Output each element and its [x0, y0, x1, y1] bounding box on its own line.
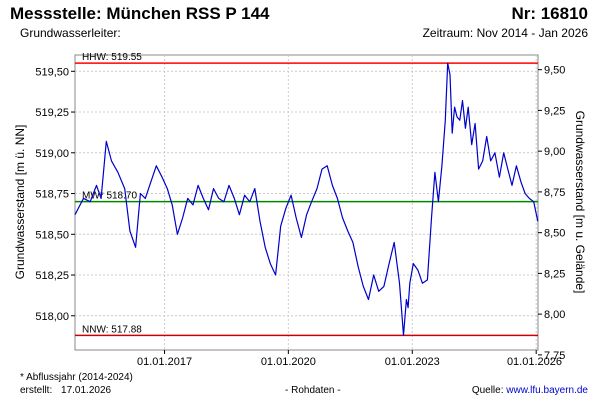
- y2-tick-label: 9,50: [544, 65, 565, 77]
- grid-lines: [75, 55, 538, 350]
- created-label: erstellt:: [20, 385, 53, 396]
- plot-area: [74, 54, 539, 351]
- y-tick-label: 519,00: [35, 148, 69, 160]
- x-tick-label: 01.01.2026: [507, 356, 562, 368]
- y-tick-label: 518,00: [35, 311, 69, 323]
- y-axis-label-left: Grundwasserstand [m ü. NN]: [13, 125, 27, 280]
- hhw-label: HHW: 519.55: [82, 52, 142, 63]
- series-line: [74, 62, 539, 336]
- y2-tick-label: 8,25: [544, 268, 565, 280]
- y-tick-label: 519,25: [35, 107, 69, 119]
- aquifer-label: Grundwasserleiter:: [20, 26, 121, 40]
- station-title: Messstelle: München RSS P 144: [10, 4, 270, 23]
- footnote: * Abflussjahr (2014-2024): [20, 372, 133, 383]
- y-tick-label: 518,25: [35, 270, 69, 282]
- station-number: Nr: 16810: [511, 4, 588, 23]
- created-info: erstellt: 17.01.2026: [20, 385, 111, 396]
- period-label: Zeitraum: Nov 2014 - Jan 2026: [422, 26, 588, 40]
- x-tick-label: 01.01.2017: [137, 356, 192, 368]
- y2-tick-label: 7,75: [544, 350, 565, 362]
- nnw-label: NNW: 517.88: [82, 324, 142, 335]
- y2-tick-label: 8,00: [544, 309, 565, 321]
- source-link[interactable]: www.lfu.bayern.de: [506, 385, 588, 396]
- y-tick-label: 518,50: [35, 229, 69, 241]
- y2-tick-label: 9,25: [544, 105, 565, 117]
- y2-tick-label: 8,50: [544, 228, 565, 240]
- x-tick-label: 01.01.2020: [261, 356, 316, 368]
- y2-tick-label: 9,00: [544, 146, 565, 158]
- source-info: Quelle: www.lfu.bayern.de: [472, 385, 588, 396]
- source-label: Quelle:: [471, 385, 504, 396]
- y-tick-label: 518,75: [35, 189, 69, 201]
- y-axis-label-right: Grundwasserstand [m u. Gelände]: [573, 111, 587, 294]
- x-tick-label: 01.01.2023: [385, 356, 440, 368]
- raw-data-note: - Rohdaten -: [285, 385, 341, 396]
- y-tick-label: 519,50: [35, 66, 69, 78]
- axis-ticks: 519,50 519,25 519,00 518,75 518,50 518,25 518,…: [35, 65, 565, 368]
- created-date: 17.01.2026: [61, 385, 112, 396]
- mw-label: MW* 518.70: [82, 191, 137, 202]
- y2-tick-label: 8,75: [544, 187, 565, 199]
- series-group: [74, 62, 539, 336]
- reference-lines: HHW: 519.55 MW* 518.70 NNW: 517.88: [75, 52, 538, 337]
